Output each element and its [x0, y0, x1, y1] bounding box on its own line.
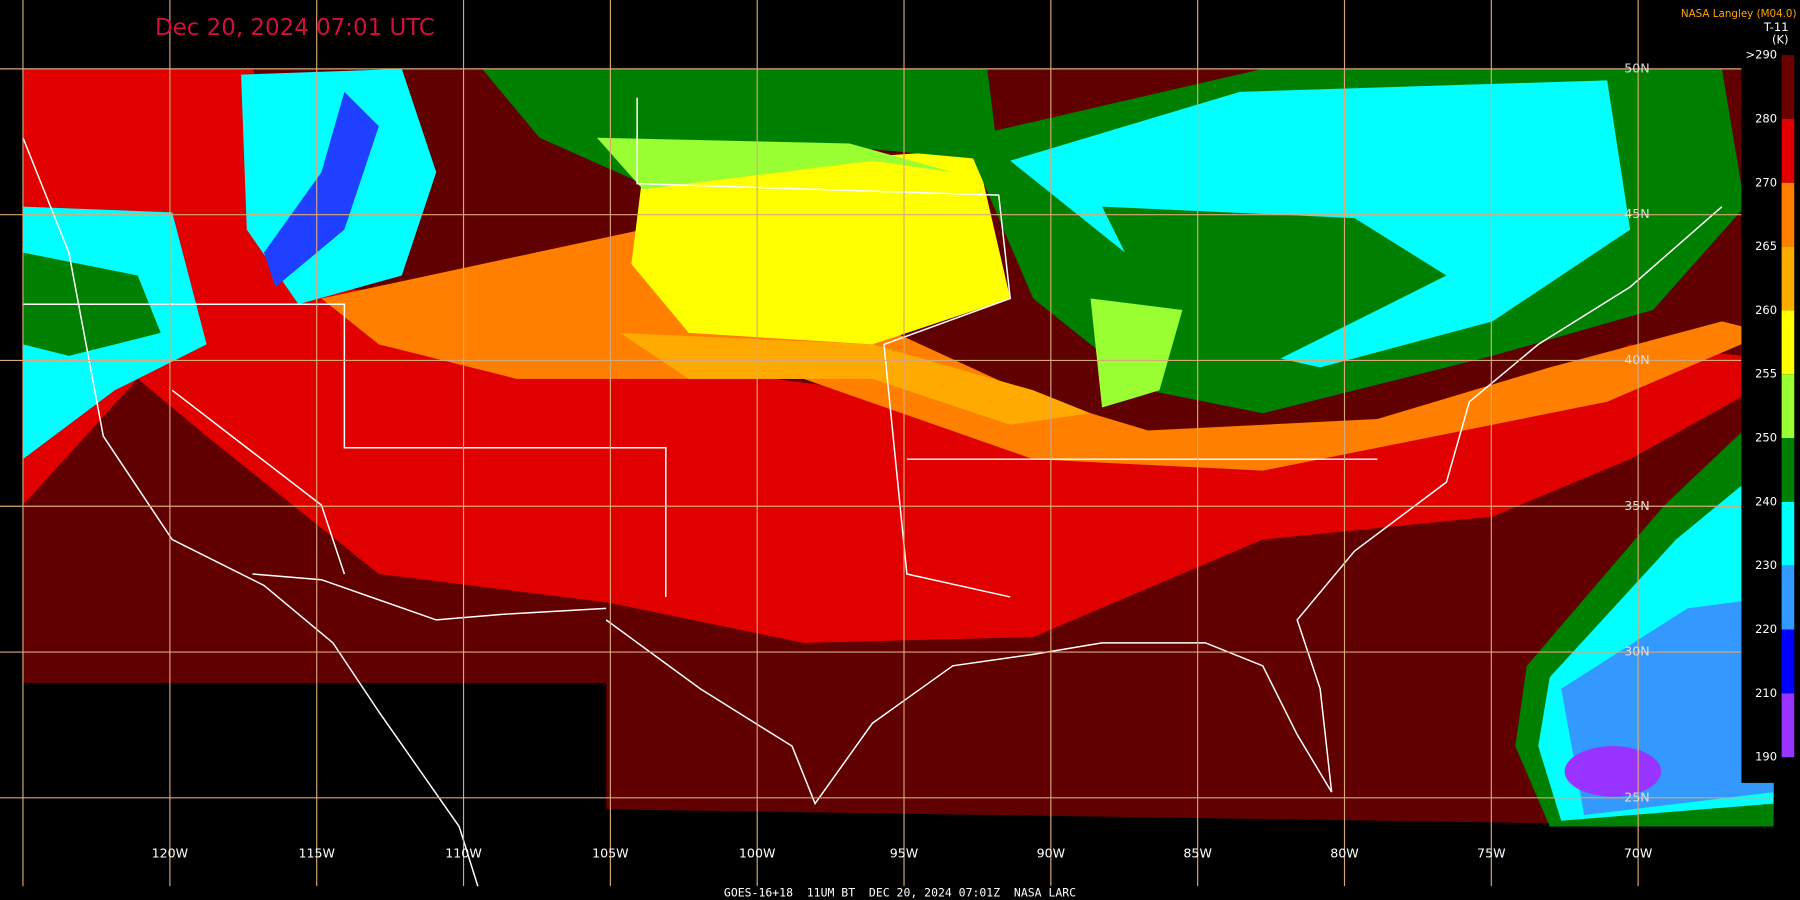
credit: NASA Langley (M04.0) [1681, 8, 1797, 20]
colorbar-label: 265 [1755, 239, 1777, 253]
colorbar-segment [1781, 629, 1795, 694]
colorbar-label: 255 [1755, 367, 1777, 381]
region-green-lakes [1102, 206, 1447, 368]
colorbar-segment [1781, 438, 1795, 502]
colorbar-title: T-11 [1763, 20, 1789, 34]
longitude-label: 115W [298, 846, 335, 861]
latitude-label: 50N [1624, 60, 1649, 75]
imagery [22, 68, 1774, 827]
outlines [22, 97, 1723, 900]
longitude-label: 70W [1624, 846, 1653, 861]
region-blue-west [264, 91, 379, 287]
region-lightgreen [596, 137, 953, 190]
region-yellow [631, 149, 1011, 345]
region-purple [1564, 746, 1662, 797]
colorbar-segment [1781, 501, 1795, 566]
longitude-label: 95W [890, 846, 919, 861]
coastline-west [22, 137, 483, 900]
region-lightgreen-east [1090, 298, 1183, 408]
colorbar-segment [1781, 374, 1795, 439]
colorbar-label: 260 [1755, 303, 1777, 317]
latitude-label: 45N [1624, 206, 1649, 221]
colorbar-label: 220 [1755, 622, 1777, 636]
longitude-label: 105W [592, 846, 629, 861]
colorbar-label: 240 [1755, 494, 1777, 508]
colorbar-segment [1781, 246, 1795, 311]
latitude-label: 25N [1624, 789, 1649, 804]
longitude-label: 100W [739, 846, 776, 861]
longitude-label: 90W [1037, 846, 1066, 861]
border-mexico [252, 573, 607, 621]
colorbar-label: 280 [1755, 111, 1777, 125]
border-ca-nv [171, 389, 346, 575]
longitude-label: 75W [1477, 846, 1506, 861]
longitude-label: 85W [1183, 846, 1212, 861]
colorbar-label: 230 [1755, 558, 1777, 572]
colorbar-segment [1781, 55, 1795, 119]
borders-west [22, 303, 667, 597]
colorbar-segment [1781, 565, 1795, 630]
colorbar-label: 270 [1755, 175, 1777, 189]
region-red [22, 68, 1774, 643]
footer-strip [0, 886, 1800, 900]
footer: GOES-16+18 11UM BT DEC 20, 2024 07:01Z N… [724, 886, 1076, 900]
colorbar-label: 250 [1755, 431, 1777, 445]
colorbar-label: 190 [1755, 750, 1777, 764]
colorbar-segment [1781, 118, 1795, 183]
longitude-label: 120W [152, 846, 189, 861]
colorbar-label: >290 [1746, 48, 1777, 62]
latitude-label: 30N [1624, 644, 1649, 659]
region-green-north [482, 68, 999, 184]
map-title: Dec 20, 2024 07:01 UTC [155, 15, 435, 41]
longitude-label: 80W [1330, 846, 1359, 861]
latitude-label: 40N [1624, 352, 1649, 367]
colorbar-segment [1781, 693, 1795, 758]
colorbar-label: 210 [1755, 686, 1777, 700]
latitude-label: 35N [1624, 498, 1649, 513]
colorbar-segment [1781, 310, 1795, 375]
longitude-label: 110W [445, 846, 482, 861]
colorbar-unit: (K) [1772, 33, 1788, 47]
region-amber [619, 332, 1091, 425]
colorbar-segment [1781, 182, 1795, 247]
borders-central [636, 97, 1012, 598]
coastline-east [605, 206, 1723, 806]
